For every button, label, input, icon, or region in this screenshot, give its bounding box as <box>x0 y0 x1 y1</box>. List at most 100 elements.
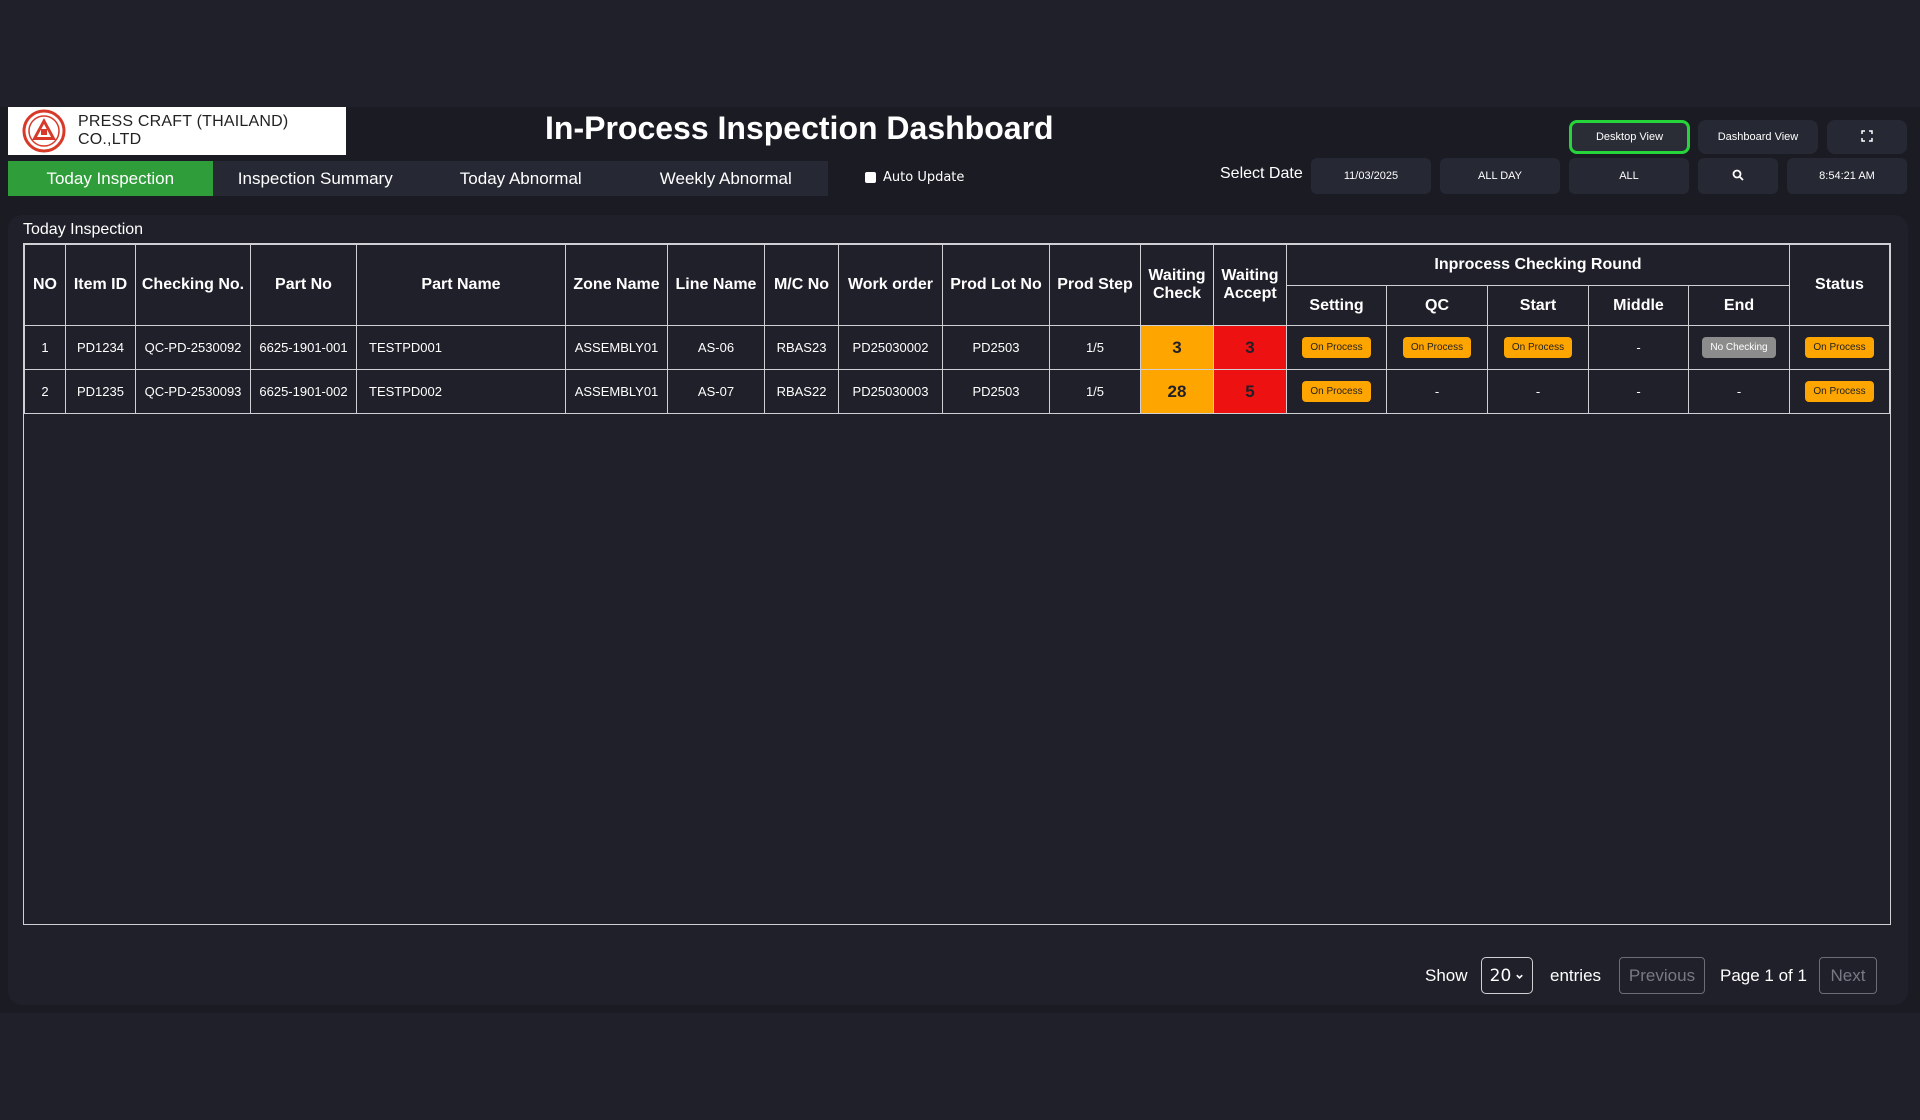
cell-setting: On Process <box>1286 325 1387 370</box>
status-badge[interactable]: On Process <box>1503 337 1573 358</box>
cell-zone-name: ASSEMBLY01 <box>565 369 668 414</box>
fullscreen-icon <box>1861 129 1873 145</box>
cell-setting: On Process <box>1286 369 1387 414</box>
tab-today-abnormal[interactable]: Today Abnormal <box>459 168 582 188</box>
cell-status: On Process <box>1789 369 1890 414</box>
cell-line-name: AS-06 <box>667 325 765 370</box>
status-badge[interactable]: On Process <box>1302 381 1371 402</box>
header-middle[interactable]: Middle <box>1588 285 1689 326</box>
cell-part-name: TESTPD002 <box>356 369 566 414</box>
show-label: Show <box>1425 965 1468 985</box>
cell-start: On Process <box>1487 325 1589 370</box>
cell-qc: On Process <box>1386 325 1488 370</box>
cell-checking-no: QC-PD-2530092 <box>135 325 251 370</box>
cell-prod-step: 1/5 <box>1049 325 1141 370</box>
search-icon <box>1732 169 1744 184</box>
header-mc-no[interactable]: M/C No <box>764 244 839 326</box>
header-setting[interactable]: Setting <box>1286 285 1387 326</box>
cell-waiting-accept[interactable]: 3 <box>1213 325 1287 370</box>
tab-inspection-summary[interactable]: Inspection Summary <box>237 168 393 188</box>
header-prod-lot-no[interactable]: Prod Lot No <box>942 244 1050 326</box>
table-row[interactable]: 1 PD1234 QC-PD-2530092 6625-1901-001 TES… <box>24 325 1890 370</box>
next-button[interactable]: Next <box>1819 957 1877 994</box>
header-item-id[interactable]: Item ID <box>65 244 136 326</box>
cell-part-no: 6625-1901-002 <box>250 369 357 414</box>
cell-middle: - <box>1588 369 1689 414</box>
cell-no: 1 <box>24 325 66 370</box>
tab-today-inspection[interactable]: Today Inspection <box>8 161 213 196</box>
cell-start: - <box>1487 369 1589 414</box>
cell-mc-no: RBAS23 <box>764 325 839 370</box>
auto-update-label: Auto Update <box>883 170 965 185</box>
table-row[interactable]: 2 PD1235 QC-PD-2530093 6625-1901-002 TES… <box>24 369 1890 414</box>
cell-prod-lot-no: PD2503 <box>942 369 1050 414</box>
cell-waiting-check[interactable]: 28 <box>1140 369 1214 414</box>
company-logo-box: PRESS CRAFT (THAILAND) CO.,LTD <box>8 107 346 155</box>
search-button[interactable] <box>1698 158 1778 194</box>
header-inprocess-round: Inprocess Checking Round <box>1286 244 1790 286</box>
top-band <box>0 0 1920 107</box>
page-info: Page 1 of 1 <box>1720 965 1807 985</box>
header-no[interactable]: NO <box>24 244 66 326</box>
status-badge[interactable]: No Checking <box>1702 337 1776 358</box>
cell-waiting-accept[interactable]: 5 <box>1213 369 1287 414</box>
status-badge[interactable]: On Process <box>1402 337 1472 358</box>
cell-work-order: PD25030003 <box>838 369 943 414</box>
cell-status: On Process <box>1789 325 1890 370</box>
header-zone-name[interactable]: Zone Name <box>565 244 668 326</box>
previous-button[interactable]: Previous <box>1619 957 1705 994</box>
header-qc[interactable]: QC <box>1386 285 1488 326</box>
scope-select[interactable]: ALL <box>1569 158 1689 194</box>
chevron-down-icon <box>1515 966 1524 986</box>
header-checking-no[interactable]: Checking No. <box>135 244 251 326</box>
cell-line-name: AS-07 <box>667 369 765 414</box>
tab-weekly-abnormal[interactable]: Weekly Abnormal <box>659 168 792 188</box>
time-range-select[interactable]: ALL DAY <box>1440 158 1560 194</box>
header-prod-step[interactable]: Prod Step <box>1049 244 1141 326</box>
cell-item-id: PD1234 <box>65 325 136 370</box>
cell-middle: - <box>1588 325 1689 370</box>
auto-update-toggle[interactable]: Auto Update <box>865 170 964 185</box>
header-part-name[interactable]: Part Name <box>356 244 566 326</box>
cell-qc: - <box>1386 369 1488 414</box>
cell-prod-step: 1/5 <box>1049 369 1141 414</box>
cell-checking-no: QC-PD-2530093 <box>135 369 251 414</box>
status-badge[interactable]: On Process <box>1805 337 1874 358</box>
cell-end: - <box>1688 369 1790 414</box>
bottom-band <box>0 1013 1920 1120</box>
select-date-label: Select Date <box>1220 165 1303 182</box>
status-badge[interactable]: On Process <box>1302 337 1371 358</box>
cell-work-order: PD25030002 <box>838 325 943 370</box>
desktop-view-button[interactable]: Desktop View <box>1569 120 1690 154</box>
auto-update-checkbox[interactable] <box>865 172 876 183</box>
cell-mc-no: RBAS22 <box>764 369 839 414</box>
date-picker[interactable]: 11/03/2025 <box>1311 158 1431 194</box>
entries-select[interactable]: 20 <box>1481 957 1533 994</box>
cell-no: 2 <box>24 369 66 414</box>
header-waiting-accept[interactable]: Waiting Accept <box>1213 244 1287 326</box>
header-work-order[interactable]: Work order <box>838 244 943 326</box>
entries-label: entries <box>1550 965 1602 985</box>
cell-prod-lot-no: PD2503 <box>942 325 1050 370</box>
header-status[interactable]: Status <box>1789 244 1890 326</box>
status-badge[interactable]: On Process <box>1805 381 1874 402</box>
tab-bar: Today Inspection Inspection Summary Toda… <box>8 161 828 196</box>
cell-item-id: PD1235 <box>65 369 136 414</box>
cell-part-no: 6625-1901-001 <box>250 325 357 370</box>
cell-zone-name: ASSEMBLY01 <box>565 325 668 370</box>
fullscreen-button[interactable] <box>1827 120 1907 154</box>
page-title: In-Process Inspection Dashboard <box>545 110 1054 146</box>
cell-part-name: TESTPD001 <box>356 325 566 370</box>
header-part-no[interactable]: Part No <box>250 244 357 326</box>
clock-display: 8:54:21 AM <box>1787 158 1907 194</box>
header-start[interactable]: Start <box>1487 285 1589 326</box>
header-line-name[interactable]: Line Name <box>667 244 765 326</box>
company-name: PRESS CRAFT (THAILAND) CO.,LTD <box>78 113 289 148</box>
header-waiting-check[interactable]: Waiting Check <box>1140 244 1214 326</box>
cell-waiting-check[interactable]: 3 <box>1140 325 1214 370</box>
header-end[interactable]: End <box>1688 285 1790 326</box>
dashboard-view-button[interactable]: Dashboard View <box>1698 120 1818 154</box>
section-title: Today Inspection <box>23 221 144 238</box>
inspection-table: NO Item ID Checking No. Part No Part Nam… <box>24 244 1890 414</box>
cell-end: No Checking <box>1688 325 1790 370</box>
